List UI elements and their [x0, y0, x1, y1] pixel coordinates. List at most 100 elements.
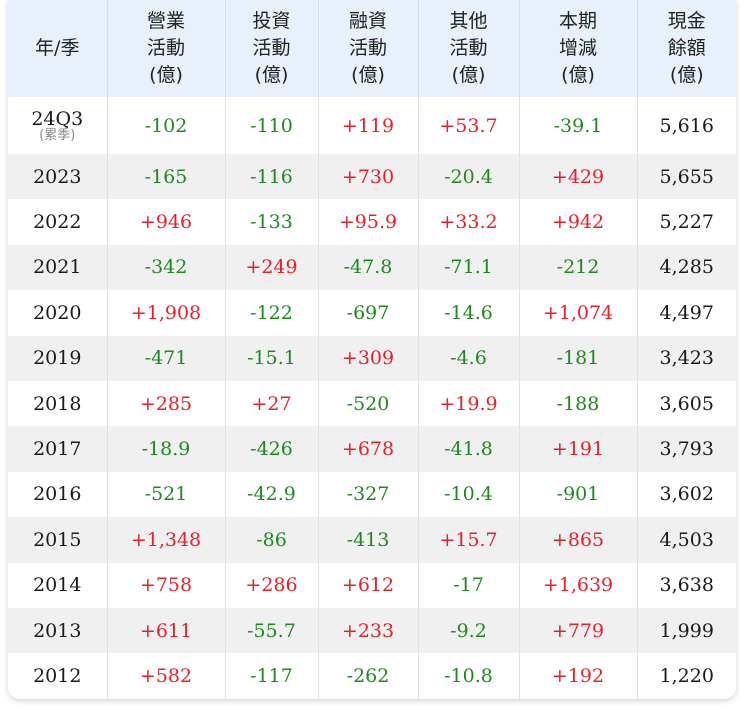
column-header-line: 活動 — [146, 37, 185, 59]
operating-cell: -342 — [107, 244, 226, 291]
financing-cell: +233 — [318, 607, 419, 654]
table-row: 2013 +611 -55.7 +233 -9.2 +779 1,999 — [8, 607, 736, 654]
investing-cell: -110 — [225, 97, 319, 154]
cash-cell: 4,285 — [637, 244, 736, 291]
other-cell: -71.1 — [418, 244, 520, 291]
table-row: 24Q3 (累季) -102 -110 +119 +53.7 -39.1 5,616 — [8, 97, 736, 154]
period-cell: 2022 — [8, 199, 108, 245]
column-header-line: 其他 — [449, 10, 488, 32]
other-cell: -20.4 — [418, 154, 520, 200]
table-row: 2022 +946 -133 +95.9 +33.2 +942 5,227 — [8, 199, 736, 245]
operating-cell: +285 — [107, 380, 226, 427]
table-row: 2017 -18.9 -426 +678 -41.8 +191 3,793 — [8, 426, 736, 472]
financing-cell: -520 — [318, 380, 419, 427]
investing-cell: -117 — [225, 653, 319, 699]
operating-cell: -521 — [107, 471, 226, 518]
period-label: 2015 — [33, 528, 82, 551]
column-header-change: 本期 增減 (億) — [519, 0, 638, 97]
period-cell: 2015 — [8, 517, 108, 563]
change-cell: -901 — [519, 471, 638, 518]
column-header-line: 營業 — [146, 10, 185, 32]
period-label: 2017 — [33, 438, 82, 461]
other-cell: -17 — [418, 562, 520, 608]
investing-cell: -133 — [225, 199, 319, 245]
table-row: 2020 +1,908 -122 -697 -14.6 +1,074 4,497 — [8, 290, 736, 336]
cash-cell: 4,497 — [637, 290, 736, 336]
period-cell: 2014 — [8, 562, 108, 608]
financing-cell: +309 — [318, 335, 419, 381]
period-label: 2016 — [33, 483, 82, 506]
financing-cell: -262 — [318, 653, 419, 699]
financing-cell: +730 — [318, 154, 419, 200]
period-label: 2019 — [33, 347, 82, 370]
operating-cell: -471 — [107, 335, 226, 381]
period-label: 2013 — [33, 619, 82, 642]
investing-cell: +249 — [225, 244, 319, 291]
financing-cell: +612 — [318, 562, 419, 608]
change-cell: +429 — [519, 154, 638, 200]
table-body: 24Q3 (累季) -102 -110 +119 +53.7 -39.1 5,616 2023-… — [8, 97, 736, 699]
change-cell: -188 — [519, 380, 638, 427]
operating-cell: +946 — [107, 199, 226, 245]
table-row: 2023 -165 -116 +730 -20.4 +429 5,655 — [8, 154, 736, 200]
investing-cell: -42.9 — [225, 471, 319, 518]
cash-cell: 5,227 — [637, 199, 736, 245]
cash-cell: 3,423 — [637, 335, 736, 381]
operating-cell: +1,908 — [107, 290, 226, 336]
column-header-line: 增減 — [558, 37, 597, 59]
period-label: 24Q3 — [31, 107, 84, 130]
change-cell: -212 — [519, 244, 638, 291]
column-header-line: (億) — [149, 64, 183, 86]
cash-cell: 1,999 — [637, 607, 736, 654]
investing-cell: -15.1 — [225, 335, 319, 381]
cash-cell: 5,655 — [637, 154, 736, 200]
column-header-period: 年/季 — [8, 0, 108, 97]
financing-cell: +95.9 — [318, 199, 419, 245]
column-header-line: (億) — [561, 64, 595, 86]
financing-cell: +119 — [318, 97, 419, 154]
period-label: 2021 — [33, 256, 82, 279]
operating-cell: +611 — [107, 607, 226, 654]
operating-cell: +582 — [107, 653, 226, 699]
other-cell: -14.6 — [418, 290, 520, 336]
cash-cell: 3,602 — [637, 471, 736, 518]
column-header-line: (億) — [669, 64, 704, 86]
other-cell: +19.9 — [418, 380, 520, 427]
column-header-line: 活動 — [252, 37, 291, 59]
other-cell: -10.4 — [418, 471, 520, 518]
cumulative-note: (累季) — [39, 127, 76, 143]
financing-cell: +678 — [318, 426, 419, 472]
period-label: 2022 — [33, 211, 82, 234]
column-header-line: 餘額 — [667, 37, 706, 59]
financing-cell: -327 — [318, 471, 419, 518]
other-cell: -9.2 — [418, 607, 520, 654]
table-row: 2012 +582 -117 -262 -10.8 +192 1,220 — [8, 653, 736, 699]
column-header-line: (億) — [451, 64, 486, 86]
other-cell: -10.8 — [418, 653, 520, 699]
period-cell: 2023 — [8, 154, 108, 200]
header-row: 年/季 營業 活動 (億) 投資 活動 (億) 融資 活動 (億) 其他 活動 (億) 本期 增減 (億) 現金… — [8, 0, 736, 97]
period-cell: 2013 — [8, 607, 108, 654]
column-header-line: 現金 — [667, 10, 706, 32]
period-cell: 2018 — [8, 380, 108, 427]
cash-cell: 4,503 — [637, 517, 736, 563]
change-cell: +192 — [519, 653, 638, 699]
cash-cell: 1,220 — [637, 653, 736, 699]
cash-flow-table-card: 年/季 營業 活動 (億) 投資 活動 (億) 融資 活動 (億) 其他 活動 (億) 本期 增減 (億) 現金… — [8, 0, 736, 699]
change-cell: +942 — [519, 199, 638, 245]
other-cell: +53.7 — [418, 97, 520, 154]
column-header-line: 活動 — [449, 37, 488, 59]
cash-cell: 3,793 — [637, 426, 736, 472]
period-cell: 2016 — [8, 471, 108, 518]
cash-cell: 3,605 — [637, 380, 736, 427]
financing-cell: -47.8 — [318, 244, 419, 291]
period-label: 2018 — [33, 392, 82, 415]
table-row: 2021 -342 +249 -47.8 -71.1 -212 4,285 — [8, 244, 736, 291]
period-cell: 24Q3 (累季) — [8, 97, 108, 154]
column-header-investing: 投資 活動 (億) — [225, 0, 319, 97]
column-header-line: 年/季 — [35, 37, 80, 59]
operating-cell: +1,348 — [107, 517, 226, 563]
period-label: 2014 — [33, 574, 82, 597]
column-header-cash: 現金餘額 (億) — [637, 0, 736, 97]
period-label: 2020 — [33, 301, 82, 324]
